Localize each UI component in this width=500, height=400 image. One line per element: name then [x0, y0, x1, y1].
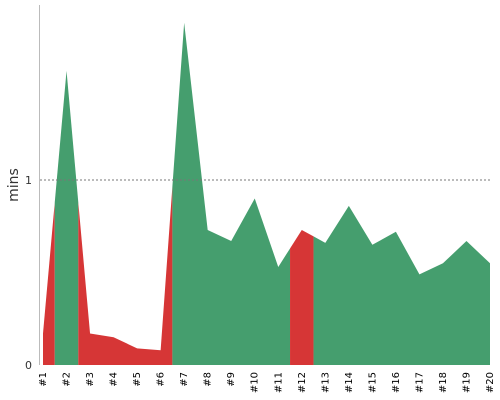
area-segment-fail: [43, 202, 55, 365]
area-segments: [43, 22, 490, 365]
x-tick-label: #1: [38, 372, 49, 387]
x-tick-label: #12: [297, 372, 308, 393]
y-axis-label: mins: [6, 168, 22, 202]
area-segment-fail: [290, 229, 314, 365]
x-tick-label: #9: [226, 372, 237, 387]
x-tick-label: #7: [179, 372, 190, 387]
x-tick-label: #18: [438, 372, 449, 393]
area-segment-pass: [54, 70, 79, 365]
x-tick-label: #13: [320, 372, 331, 393]
x-tick-label: #14: [344, 372, 355, 393]
x-tick-label: #17: [414, 372, 425, 393]
x-tick-label: #3: [85, 372, 96, 387]
y-tick-label: 1: [25, 174, 32, 187]
area-segment-pass: [313, 205, 490, 365]
x-tick-label: #10: [250, 372, 261, 393]
x-tick-label: #16: [391, 372, 402, 393]
x-tick-label: #6: [156, 372, 167, 387]
area-segment-pass: [172, 22, 291, 365]
x-tick-label: #19: [461, 372, 472, 393]
x-tick-label: #8: [203, 372, 214, 387]
x-tick-label: #15: [367, 372, 378, 393]
area-segment-fail: [78, 186, 173, 365]
y-tick-label: 0: [25, 359, 32, 372]
y-ticks: 01: [25, 174, 32, 372]
x-tick-label: #11: [273, 372, 284, 393]
x-tick-label: #5: [132, 372, 143, 387]
x-tick-label: #20: [485, 372, 496, 393]
x-tick-label: #4: [109, 372, 120, 387]
x-ticks: #1 #2 #3 #4 #5 #6 #7 #8 #9 #10 #11 #12 #13 #14 #15 #16 #…: [38, 372, 496, 393]
x-tick-label: #2: [62, 372, 73, 387]
